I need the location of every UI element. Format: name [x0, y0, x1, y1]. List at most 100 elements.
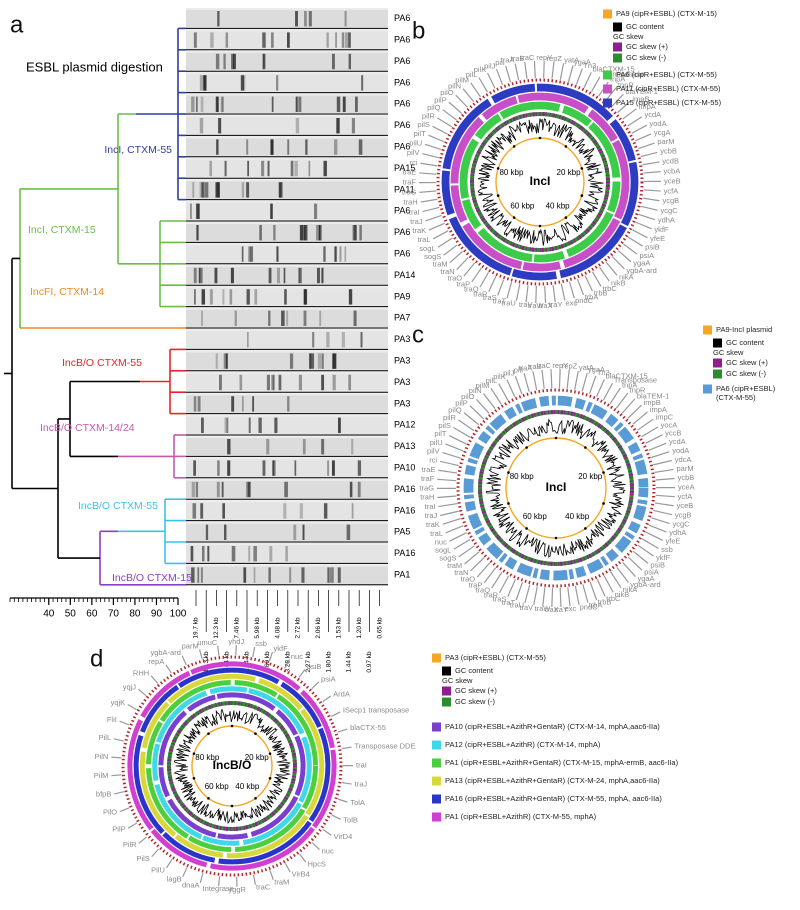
- gene-label: ycgC: [672, 519, 690, 528]
- gene-leader: [337, 728, 348, 733]
- gel-band: [201, 310, 203, 326]
- gene-leader: [603, 575, 614, 593]
- gene-leader: [610, 571, 622, 588]
- gel-band: [200, 503, 204, 519]
- gel-band: [259, 225, 262, 241]
- gel-band: [227, 439, 231, 455]
- gene-label: pilP: [455, 399, 468, 408]
- gene-leader: [127, 822, 138, 829]
- gene-leader: [567, 587, 571, 607]
- gel-band: [299, 225, 303, 241]
- gene-leader: [609, 387, 621, 405]
- ref-dot: [230, 724, 234, 728]
- gene-leader: [515, 283, 521, 301]
- gene-leader: [651, 451, 670, 459]
- gene-label: pilK: [493, 372, 506, 381]
- gene-label: repY: [536, 53, 552, 62]
- gene-leader: [438, 469, 458, 474]
- kbp-label: 60 kbp: [510, 201, 535, 210]
- gene-label: yfeE: [650, 234, 665, 243]
- ref-dot: [564, 145, 568, 148]
- gel-lane: [186, 331, 388, 349]
- cluster-label: IncB/O CTXM-55: [62, 357, 142, 369]
- gene-label: traC: [520, 53, 535, 62]
- gel-band: [360, 332, 363, 348]
- legend-label: PA1 (cipR+ESBL+AzithR+GentaR) (CTX-M-15,…: [445, 758, 679, 767]
- kbp-label: 20 kbp: [578, 472, 603, 481]
- gel-band: [243, 75, 246, 91]
- ref-dot: [192, 777, 196, 780]
- gel-band: [269, 546, 273, 562]
- gene-label: ycdA: [644, 110, 661, 119]
- gene-leader: [605, 261, 618, 276]
- gel-band: [357, 460, 362, 476]
- gene-label: traR: [484, 590, 499, 599]
- gene-leader: [217, 876, 221, 887]
- gel-band: [200, 567, 203, 583]
- gene-leader: [575, 68, 583, 85]
- gel-band: [302, 524, 305, 540]
- gel-band: [308, 160, 311, 177]
- lane-label: PA14: [394, 270, 415, 280]
- gel-band: [272, 460, 275, 476]
- gene-label: traM: [433, 260, 448, 269]
- gene-label: ycdB: [662, 156, 679, 165]
- gene-leader: [648, 524, 667, 533]
- legend-swatch: [613, 42, 622, 52]
- gel-band: [326, 332, 330, 348]
- gel-lane: [186, 438, 388, 456]
- gel-band: [329, 567, 333, 583]
- gene-leader: [568, 281, 575, 299]
- kbp-label: 40 kbp: [546, 201, 571, 210]
- gene-leader: [437, 117, 453, 128]
- kbp-label: 60 kbp: [523, 512, 548, 521]
- legend-label: PA6 (cipR+ESBL) (CTX-M-55): [616, 70, 717, 79]
- gene-leader: [458, 545, 475, 558]
- gene-label: blaCTX-55: [350, 723, 386, 732]
- gel-band: [303, 310, 307, 326]
- gel-band: [341, 332, 345, 348]
- gene-label: trbA: [589, 601, 603, 610]
- gene-label: Transposase: [601, 69, 644, 78]
- gene-label: ssb: [255, 639, 267, 648]
- track-ring: [146, 680, 318, 852]
- gene-leader: [615, 392, 629, 409]
- gel-band: [229, 289, 233, 305]
- legend-label: GC content: [726, 338, 765, 347]
- gel-band: [359, 225, 362, 241]
- gene-label: traR: [473, 289, 488, 298]
- gel-band: [253, 546, 257, 562]
- gene-leader: [524, 61, 528, 79]
- gel-band: [283, 267, 286, 284]
- gene-leader: [637, 544, 654, 557]
- gel-lane: [186, 138, 388, 156]
- lane-label: PA6: [394, 13, 410, 23]
- gene-leader: [599, 266, 610, 282]
- gene-label: yccB: [665, 428, 681, 437]
- gel-band: [344, 246, 347, 262]
- gc-content: [485, 418, 626, 558]
- gene-label: ykfF: [656, 553, 671, 562]
- gel-band: [317, 267, 320, 284]
- gene-leader: [574, 370, 579, 390]
- gel-band: [232, 53, 236, 70]
- gel-band: [196, 203, 199, 219]
- gene-leader: [590, 76, 601, 92]
- gene-label: tnpA: [610, 75, 625, 84]
- size-marker: 5.98 kb: [254, 617, 261, 639]
- legend-swatch: [432, 794, 441, 804]
- gel-band: [278, 182, 282, 198]
- ref-dot: [207, 732, 210, 735]
- size-marker: 2.06 kb: [315, 617, 322, 639]
- x-tick-label: 70: [108, 609, 120, 620]
- gene-leader: [424, 143, 442, 151]
- gene-label: umuC: [197, 638, 218, 647]
- gel-band: [191, 567, 195, 583]
- gel-band: [315, 225, 318, 241]
- gene-label: rci: [429, 456, 437, 465]
- gene-leader: [622, 108, 637, 120]
- gene-label: Tn3: [583, 61, 596, 70]
- gene-label: pilS: [438, 421, 451, 430]
- gene-label: sogS: [424, 252, 441, 261]
- gene-label: PilN: [95, 752, 109, 761]
